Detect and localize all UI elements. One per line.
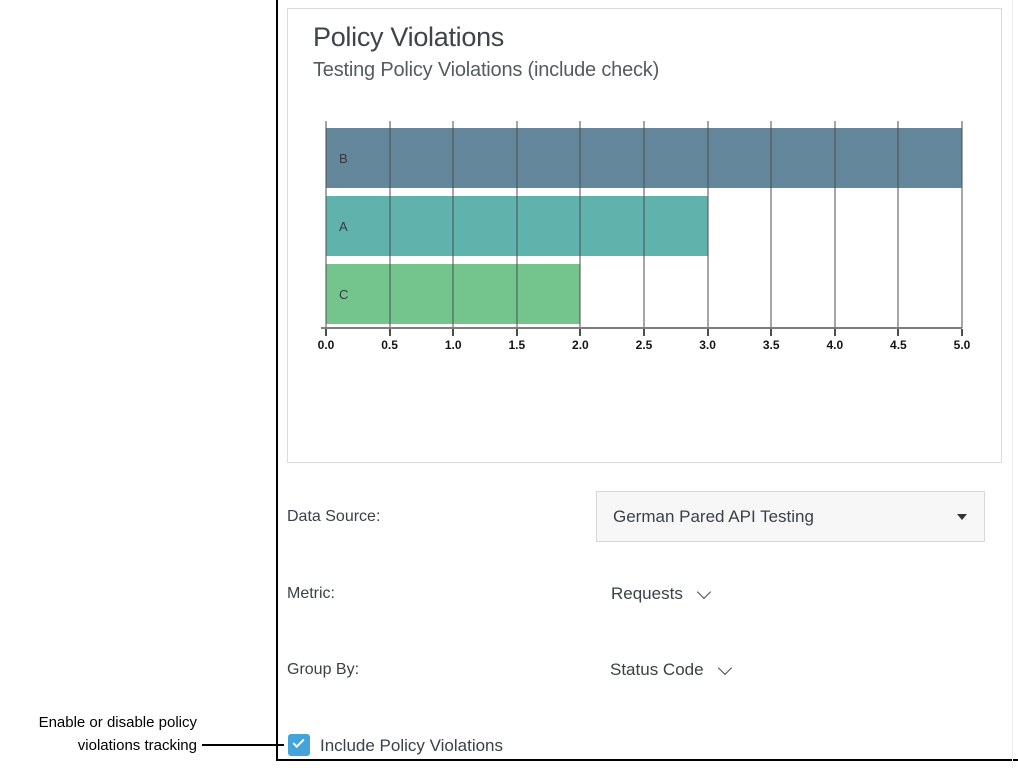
- axis-tick: [833, 329, 836, 336]
- axis-tick: [643, 329, 645, 336]
- metric-value: Requests: [611, 584, 683, 603]
- left-border-line: [276, 0, 278, 761]
- axis-tick-label: 4.5: [890, 338, 907, 352]
- metric-select[interactable]: Requests: [611, 584, 711, 604]
- axis-tick: [770, 329, 773, 336]
- bar-c: C: [326, 264, 581, 324]
- x-axis-line: [321, 327, 962, 329]
- data-source-value: German Pared API Testing: [613, 506, 814, 526]
- callout-line-1: Enable or disable policy: [38, 714, 197, 731]
- callout-line-2: violations tracking: [77, 737, 197, 754]
- callout-text: Enable or disable policy violations trac…: [0, 711, 197, 757]
- axis-tick-label: 4.0: [826, 338, 844, 352]
- group-by-label: Group By:: [287, 661, 360, 678]
- axis-tick-label: 3.5: [762, 338, 780, 352]
- axis-tick: [706, 329, 709, 336]
- axis-tick-label: 1.5: [508, 338, 526, 352]
- axis-tick: [452, 329, 455, 336]
- data-source-label: Data Source:: [287, 508, 381, 525]
- bar-label: C: [339, 286, 349, 302]
- data-source-dropdown[interactable]: German Pared API Testing: [596, 491, 985, 542]
- axis-tick: [388, 329, 391, 336]
- plot-area: B A C 0.0 0.5 1.0 1.5 2.0 2.5 3.0 3.5 4.0 4.5 5.0: [318, 121, 970, 352]
- bar-a: A: [326, 196, 708, 256]
- axis-tick: [325, 329, 327, 336]
- chevron-down-icon: [717, 660, 732, 675]
- bar-b: B: [326, 128, 962, 188]
- axis-tick-label: 0.5: [381, 338, 398, 352]
- dropdown-caret-icon: [957, 513, 967, 520]
- bar-label: B: [339, 150, 348, 166]
- group-by-select[interactable]: Status Code: [610, 660, 732, 680]
- axis-tick: [515, 329, 518, 336]
- axis-tick-label: 0.0: [317, 338, 335, 352]
- axis-labels: 0.0 0.5 1.0 1.5 2.0 2.5 3.0 3.5 4.0 4.5 5.0: [318, 328, 971, 352]
- chart-subtitle: Testing Policy Violations (include check…: [313, 59, 660, 81]
- bottom-border-line: [276, 759, 1018, 761]
- chart-title: Policy Violations: [313, 22, 505, 52]
- right-edge-line: [1012, 0, 1013, 768]
- axis-tick-label: 1.0: [444, 338, 462, 352]
- axis-tick-label: 2.5: [635, 338, 653, 352]
- axis-tick-label: 2.0: [572, 338, 589, 352]
- metric-label: Metric:: [287, 585, 335, 602]
- axis-tick: [897, 329, 900, 336]
- include-policy-violations-label: Include Policy Violations: [320, 736, 504, 755]
- bars: B A C: [326, 121, 962, 328]
- axis-tick: [579, 329, 582, 336]
- chevron-down-icon: [696, 584, 711, 599]
- checkmark-icon: [292, 735, 305, 749]
- axis-tick-label: 5.0: [953, 338, 971, 352]
- axis-tick-label: 3.0: [699, 338, 716, 352]
- group-by-value: Status Code: [610, 660, 704, 679]
- axis-ticks: [325, 328, 963, 336]
- include-policy-violations-checkbox[interactable]: [288, 734, 310, 756]
- bar-label: A: [339, 218, 348, 234]
- axis-tick: [961, 329, 963, 336]
- callout-connector-line: [202, 744, 284, 746]
